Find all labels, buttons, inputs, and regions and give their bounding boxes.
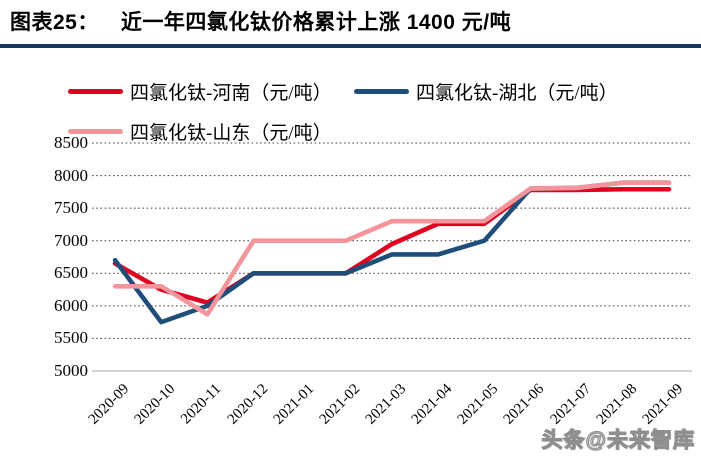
figure-title-text: 近一年四氯化钛价格累计上涨 1400 元/吨 — [120, 11, 512, 34]
y-tick-label-7000: 7000 — [54, 230, 88, 250]
y-tick-label-5500: 5500 — [54, 328, 88, 348]
y-tick-label-8500: 8500 — [54, 133, 88, 152]
y-tick-label-6000: 6000 — [54, 295, 88, 315]
legend-swatch-hubei — [354, 89, 409, 94]
legend-label: 四氯化钛-湖北（元/吨） — [416, 83, 618, 104]
legend-item-hubei: 四氯化钛-湖北（元/吨） — [354, 78, 640, 105]
y-tick-label-5000: 5000 — [54, 361, 88, 380]
legend-item-henan: 四氯化钛-河南（元/吨） — [68, 78, 354, 105]
series-line-shandong — [112, 180, 672, 317]
series-line-henan — [112, 186, 672, 305]
y-tick-label-7500: 7500 — [54, 198, 88, 218]
figure-label: 图表25： — [10, 11, 99, 34]
chart-legend: 四氯化钛-河南（元/吨） 四氯化钛-湖北（元/吨） 四氯化钛-山东（元/吨） — [68, 78, 698, 145]
legend-swatch-shandong — [68, 129, 123, 134]
y-tick-label-8000: 8000 — [54, 165, 88, 185]
watermark: 头条@未来智库 — [541, 428, 695, 452]
y-tick-label-6500: 6500 — [54, 263, 88, 283]
figure-title: 图表25： 近一年四氯化钛价格累计上涨 1400 元/吨 — [10, 6, 698, 36]
legend-swatch-henan — [68, 89, 123, 94]
legend-label: 四氯化钛-山东（元/吨） — [130, 123, 332, 144]
legend-item-shandong: 四氯化钛-山东（元/吨） — [68, 118, 354, 145]
legend-label: 四氯化钛-河南（元/吨） — [130, 83, 332, 104]
title-rule — [0, 44, 701, 48]
